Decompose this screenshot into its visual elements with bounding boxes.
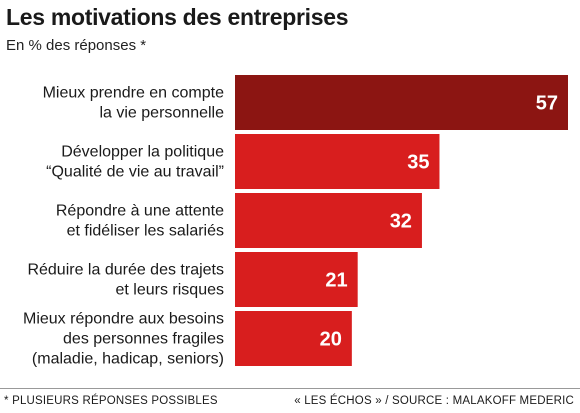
category-label-2: Développer la politique “Qualité de vie a… — [46, 144, 224, 181]
category-label-5: Mieux répondre aux besoins des personnes … — [23, 311, 224, 368]
chart-title: Les motivations des entreprises — [6, 4, 349, 30]
bar-2 — [235, 134, 440, 189]
bars-layer: 57 35 32 21 20 — [235, 75, 568, 366]
bar-1 — [235, 75, 568, 130]
category-label-1: Mieux prendre en compte la vie personnell… — [43, 85, 225, 122]
footnote: * PLUSIEURS RÉPONSES POSSIBLES — [4, 395, 218, 407]
bar-chart: 57 35 32 21 20 Mieux prendre en compte la vie… — [23, 75, 568, 368]
value-label-3: 32 — [390, 211, 412, 233]
bar-5 — [235, 311, 352, 366]
value-label-5: 20 — [320, 329, 342, 351]
category-label-4: Réduire la durée des trajets et leurs ris… — [27, 262, 224, 299]
footer-divider — [0, 388, 580, 389]
bar-3 — [235, 193, 422, 248]
bar-4 — [235, 252, 358, 307]
chart-subtitle: En % des réponses * — [6, 37, 147, 54]
value-label-1: 57 — [536, 93, 558, 115]
source-credit: « LES ÉCHOS » / SOURCE : MALAKOFF MEDERI… — [294, 395, 574, 407]
value-label-2: 35 — [407, 152, 429, 174]
value-label-4: 21 — [325, 270, 347, 292]
category-label-3: Répondre à une attente et fidéliser les s… — [56, 203, 224, 240]
category-labels-layer: Mieux prendre en compte la vie personnell… — [23, 85, 224, 368]
